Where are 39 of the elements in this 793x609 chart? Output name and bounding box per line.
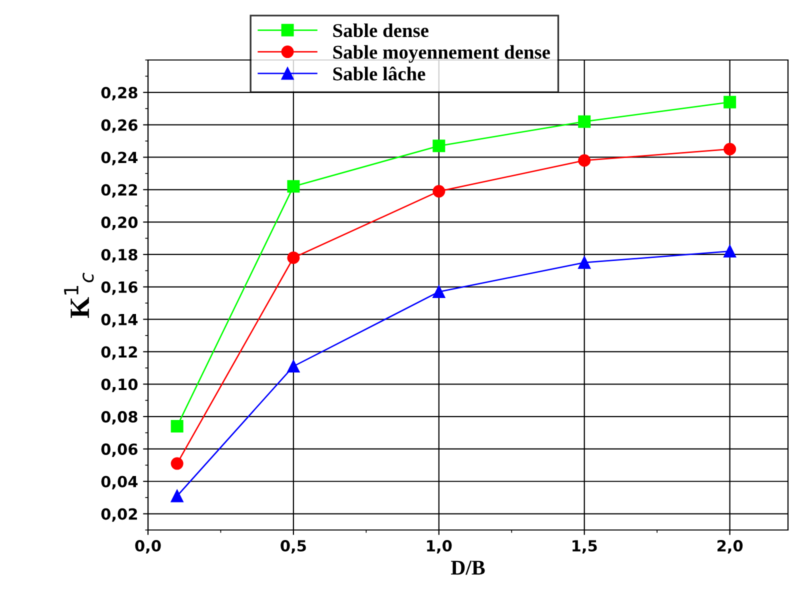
point	[724, 244, 736, 258]
point	[578, 115, 591, 128]
y-tick-label: 0,24	[101, 152, 138, 166]
x-tick-label: 1,5	[572, 540, 597, 554]
point	[724, 96, 736, 108]
x-tick-label: 1,0	[427, 540, 452, 554]
x-tick-label: 0,5	[280, 540, 306, 554]
point	[287, 360, 300, 373]
x-tick-label: 2,0	[717, 540, 743, 554]
y-tick-label: 0,18	[101, 248, 138, 262]
point	[287, 251, 300, 264]
y-tick-label: 0,28	[101, 86, 138, 100]
point	[578, 256, 591, 269]
point	[578, 154, 591, 167]
point	[170, 420, 184, 433]
y-tick-label: 0,04	[101, 476, 138, 490]
point	[170, 457, 184, 470]
y-tick-label: 0,14	[101, 314, 138, 328]
point	[724, 142, 736, 156]
y-tick-label: 0,16	[101, 281, 138, 295]
y-tick-label: 0,10	[101, 378, 138, 392]
legend-label: Sable moyennement dense	[333, 45, 550, 63]
point	[432, 140, 446, 152]
legend-label: Sable dense	[333, 23, 428, 38]
point	[287, 180, 300, 193]
point	[432, 185, 446, 198]
y-tick-label: 0,12	[101, 346, 137, 360]
y-tick-label: 0,22	[101, 184, 137, 198]
point	[432, 286, 446, 298]
y-tick-label: 0,06	[101, 443, 138, 457]
y-axis-title: K$^{1}$$_{c}$	[64, 272, 94, 318]
y-tick-label: 0,02	[101, 508, 137, 522]
point	[170, 490, 184, 502]
x-axis-title: D/B	[451, 560, 485, 575]
y-tick-label: 0,08	[101, 411, 138, 425]
y-tick-label: 0,26	[101, 119, 138, 133]
x-tick-label: 0,0	[135, 540, 161, 554]
legend-label: Sable lâche	[333, 66, 426, 80]
y-tick-label: 0,20	[101, 216, 138, 230]
